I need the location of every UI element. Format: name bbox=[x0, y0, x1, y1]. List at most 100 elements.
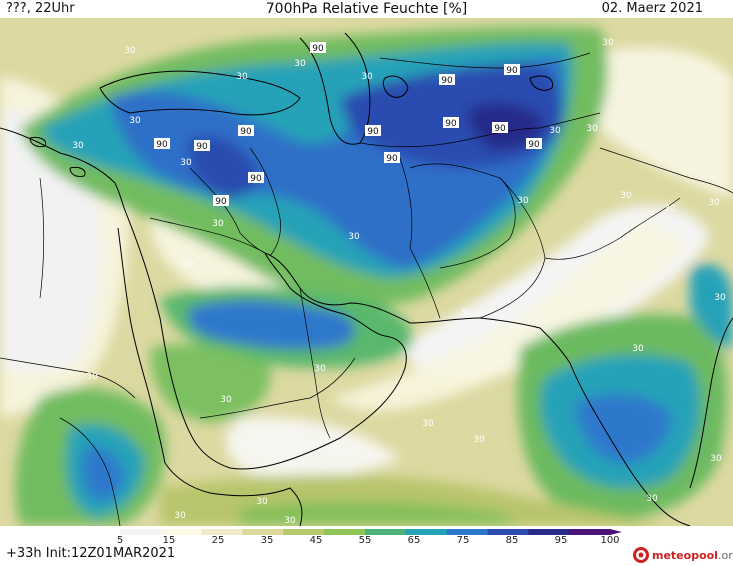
contour-label-bg bbox=[154, 138, 170, 149]
border-africa-interior bbox=[59, 417, 121, 526]
moist-band-gulf-core bbox=[188, 300, 355, 350]
contour-label: 90 bbox=[528, 140, 540, 150]
humidity-map: 90 90 90 90 90 90 90 90 90 90 90 90 90 30 30 30 30 30 30 30… bbox=[0, 18, 733, 526]
contour-label: 30 bbox=[174, 511, 186, 521]
contour-label: 30 bbox=[549, 126, 561, 136]
contour-label: 30 bbox=[236, 72, 248, 82]
legend-tick-label: 5 bbox=[117, 535, 123, 543]
moist-zone-yemen bbox=[150, 344, 271, 423]
border-iran-east bbox=[399, 157, 441, 319]
contour-label: 30 bbox=[256, 497, 268, 507]
moist-strip-south-core bbox=[240, 501, 520, 526]
forecast-date: 02. Maerz 2021 bbox=[601, 1, 703, 16]
border-kazakh bbox=[379, 52, 591, 69]
contour-label: 30 bbox=[602, 38, 614, 48]
legend-tick-label: 85 bbox=[506, 535, 519, 543]
border-sudan bbox=[0, 357, 136, 399]
contour-label: 90 bbox=[312, 44, 324, 54]
coast-mediterranean bbox=[0, 127, 127, 214]
coast-iran-pakistan bbox=[479, 317, 571, 364]
contour-label: 90 bbox=[367, 127, 379, 137]
logo-name: meteopool bbox=[652, 548, 718, 562]
contour-label: 90 bbox=[494, 124, 506, 134]
legend-swatch bbox=[242, 529, 284, 535]
contour-label: 30 bbox=[182, 260, 194, 270]
legend-tick-label: 25 bbox=[212, 535, 225, 543]
border-himalaya bbox=[599, 147, 733, 194]
logo-suffix: .org bbox=[717, 548, 733, 562]
coast-caspian bbox=[299, 32, 371, 145]
contour-label-bg bbox=[238, 125, 254, 136]
coast-red-sea-west bbox=[117, 227, 166, 464]
legend-tick-label: 100 bbox=[600, 535, 619, 543]
contour-label-bg bbox=[384, 152, 400, 163]
moist-zone-bay bbox=[690, 264, 733, 348]
logo-mark-icon bbox=[633, 547, 649, 563]
legend-swatch bbox=[201, 529, 243, 535]
contour-label: 90 bbox=[441, 76, 453, 86]
border-saudi-interior bbox=[299, 287, 331, 439]
dry-zone-somalia bbox=[226, 417, 400, 478]
moist-zone-africa-deep bbox=[82, 447, 125, 500]
contour-label: 90 bbox=[196, 142, 208, 152]
color-legend: 5 15 25 35 45 55 65 75 85 95 100 bbox=[117, 529, 622, 543]
contour-label: 30 bbox=[714, 293, 726, 303]
border-central-asia bbox=[359, 112, 601, 148]
coast-mediterranean-islands bbox=[29, 137, 86, 177]
border-iran-west bbox=[249, 147, 281, 257]
contour-label-bg bbox=[439, 74, 455, 85]
contour-label: 30 bbox=[284, 516, 296, 526]
coast-india-east bbox=[689, 317, 733, 489]
meteopool-logo[interactable]: meteopool.org bbox=[632, 544, 733, 566]
coast-horn-africa bbox=[164, 462, 303, 526]
forecast-time-label: ???, 22Uhr bbox=[6, 1, 75, 16]
contour-labels: 90 90 90 90 90 90 90 90 90 90 90 90 90 30 30 30 30 30 30 30… bbox=[72, 38, 726, 526]
legend-swatch bbox=[365, 529, 407, 535]
contour-label: 30 bbox=[361, 72, 373, 82]
contour-label: 30 bbox=[129, 116, 141, 126]
contour-label: 30 bbox=[473, 435, 485, 445]
contour-label: 30 bbox=[586, 124, 598, 134]
legend-tick-label: 75 bbox=[457, 535, 470, 543]
contour-label-bg bbox=[365, 125, 381, 136]
legend-arrow-icon bbox=[610, 529, 622, 535]
contour-label-bg bbox=[194, 140, 210, 151]
moist-zone-india-core bbox=[575, 394, 671, 463]
borders bbox=[0, 52, 733, 526]
contour-label: 30 bbox=[646, 494, 658, 504]
legend-swatch bbox=[528, 529, 570, 535]
coastlines bbox=[0, 32, 733, 526]
legend-swatch bbox=[120, 529, 162, 535]
contour-label: 90 bbox=[506, 66, 518, 76]
contour-label: 30 bbox=[710, 454, 722, 464]
contour-label: 30 bbox=[294, 59, 306, 69]
contour-label: 30 bbox=[72, 141, 84, 151]
legend-swatch bbox=[283, 529, 325, 535]
legend-ticks: 5 15 25 35 45 55 65 75 85 95 100 bbox=[117, 535, 620, 543]
contour-label: 30 bbox=[220, 395, 232, 405]
contour-label-bg bbox=[310, 42, 326, 53]
contour-label: 30 bbox=[460, 308, 472, 318]
contour-label: 30 bbox=[86, 372, 98, 382]
contour-label-bg bbox=[492, 122, 508, 133]
contour-label: 30 bbox=[348, 232, 360, 242]
legend-swatch bbox=[446, 529, 488, 535]
legend-swatch bbox=[569, 529, 611, 535]
legend-tick-label: 45 bbox=[310, 535, 323, 543]
contour-label: 30 bbox=[632, 344, 644, 354]
legend-tick-label: 55 bbox=[359, 535, 372, 543]
contour-label: 90 bbox=[215, 197, 227, 207]
contour-label: 30 bbox=[422, 419, 434, 429]
contour-label-bg bbox=[504, 64, 520, 75]
contour-label-bg bbox=[443, 117, 459, 128]
logo-text: meteopool.org bbox=[652, 549, 733, 562]
contour-label-bg bbox=[213, 195, 229, 206]
coast-aral bbox=[382, 75, 409, 98]
humidity-field bbox=[0, 18, 733, 526]
coast-persian-gulf bbox=[264, 252, 481, 324]
dry-zone-sea-rim bbox=[330, 218, 690, 411]
legend-swatch bbox=[405, 529, 448, 535]
border-saudi-north bbox=[149, 217, 266, 254]
coast-lake-balkhash bbox=[529, 75, 554, 91]
